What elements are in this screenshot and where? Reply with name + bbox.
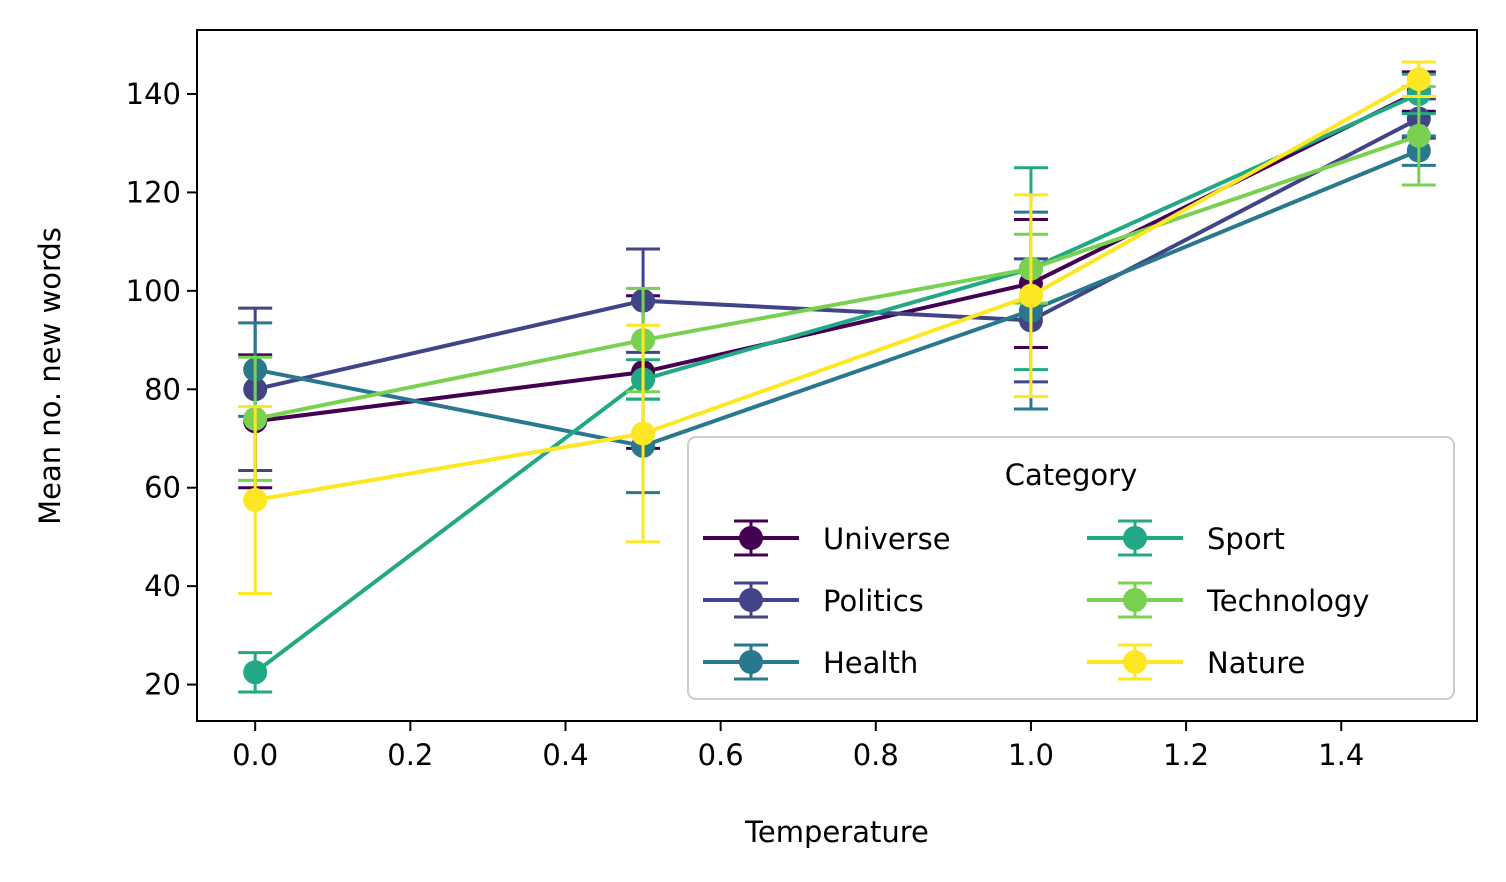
legend-marker-technology xyxy=(1123,588,1147,612)
legend-entry-universe: Universe xyxy=(703,519,951,557)
legend-entry-technology: Technology xyxy=(1087,581,1369,619)
series-line-nature xyxy=(254,77,1420,502)
data-point-technology xyxy=(1406,123,1431,148)
y-tick-label: 140 xyxy=(126,77,181,111)
legend: Category Universe Politics Health Sport Tech… xyxy=(687,436,1455,700)
legend-label-universe: Universe xyxy=(823,522,951,556)
legend-label-sport: Sport xyxy=(1207,522,1285,556)
y-tick-label: 60 xyxy=(144,471,181,505)
x-axis: 0.0 0.2 0.4 0.6 0.8 1.0 1.2 1.4 xyxy=(232,721,1364,772)
data-point-sport xyxy=(243,660,268,685)
x-tick-label: 0.0 xyxy=(232,738,278,772)
series-line-technology xyxy=(254,133,1420,421)
legend-label-nature: Nature xyxy=(1207,646,1305,680)
legend-label-politics: Politics xyxy=(823,584,924,618)
y-tick-label: 120 xyxy=(126,175,181,209)
data-point-nature xyxy=(243,488,268,513)
legend-entry-politics: Politics xyxy=(703,581,924,619)
series-nature xyxy=(238,60,1436,596)
legend-marker-sport xyxy=(1123,526,1147,550)
series-line-health xyxy=(254,148,1420,448)
legend-entry-sport: Sport xyxy=(1087,519,1285,557)
legend-label-technology: Technology xyxy=(1206,584,1369,618)
legend-marker-nature xyxy=(1123,650,1147,674)
y-tick-label: 80 xyxy=(144,372,181,406)
legend-entry-nature: Nature xyxy=(1087,643,1305,681)
x-tick-label: 1.2 xyxy=(1163,738,1209,772)
legend-entry-health: Health xyxy=(703,643,918,681)
y-axis-label: Mean no. new words xyxy=(33,227,67,525)
y-axis: 20 40 60 80 100 120 140 xyxy=(126,77,197,702)
x-tick-label: 0.6 xyxy=(698,738,744,772)
x-tick-label: 0.8 xyxy=(853,738,899,772)
legend-marker-universe xyxy=(739,526,763,550)
legend-entries: Universe Politics Health Sport Technology Nat… xyxy=(703,519,1369,681)
y-tick-label: 40 xyxy=(144,569,181,603)
series-line-sport xyxy=(253,92,1420,674)
x-axis-label: Temperature xyxy=(744,815,929,849)
legend-label-health: Health xyxy=(823,646,918,680)
x-tick-label: 0.2 xyxy=(387,738,433,772)
data-point-nature xyxy=(1018,283,1043,308)
data-point-nature xyxy=(1406,67,1431,92)
legend-marker-politics xyxy=(739,588,763,612)
data-point-nature xyxy=(631,421,656,446)
series-line-politics xyxy=(254,116,1420,392)
y-tick-label: 20 xyxy=(144,668,181,702)
legend-marker-health xyxy=(739,650,763,674)
plot-frame xyxy=(196,29,1478,722)
x-tick-label: 1.4 xyxy=(1318,738,1364,772)
series-layer xyxy=(238,60,1436,694)
x-tick-label: 0.4 xyxy=(542,738,588,772)
x-tick-label: 1.0 xyxy=(1008,738,1054,772)
legend-title: Category xyxy=(1005,458,1137,492)
legend-box xyxy=(687,436,1455,700)
y-tick-label: 100 xyxy=(126,274,181,308)
